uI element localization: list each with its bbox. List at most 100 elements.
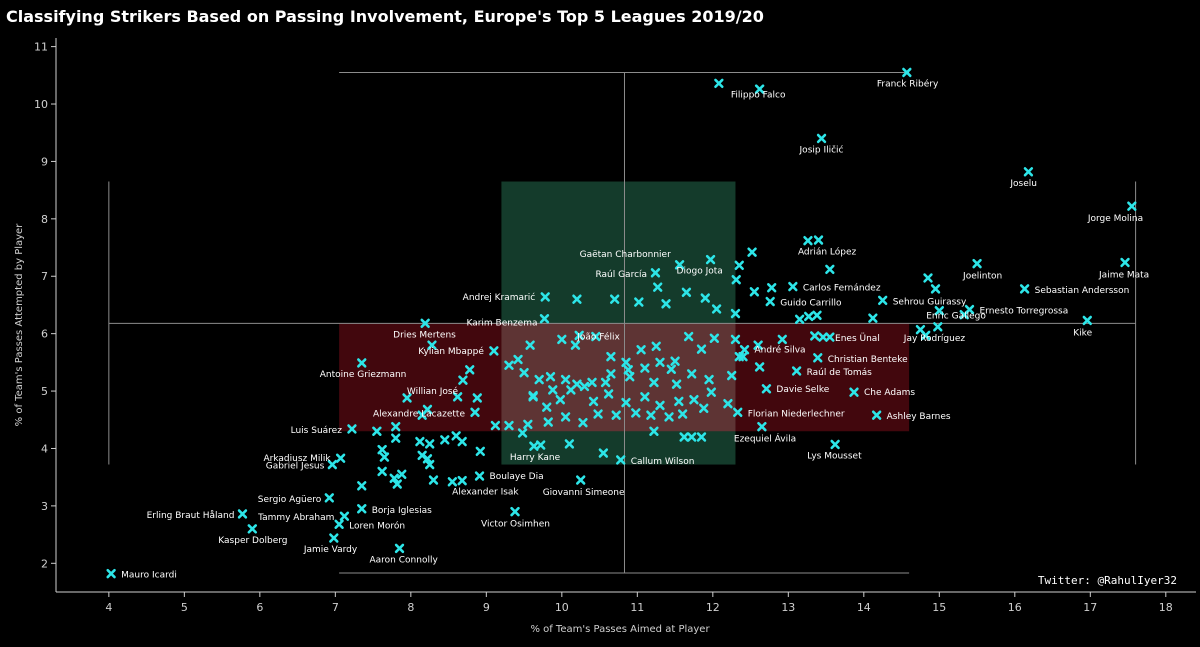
marker-stroke bbox=[474, 471, 485, 481]
marker-stroke bbox=[247, 524, 257, 534]
point-label: Diogo Jota bbox=[677, 267, 723, 277]
point-label: Gaëtan Charbonnier bbox=[580, 250, 672, 260]
marker-stroke bbox=[825, 332, 835, 342]
marker-stroke bbox=[357, 481, 367, 491]
marker-stroke bbox=[542, 402, 552, 412]
marker-stroke bbox=[670, 356, 680, 366]
y-tick-label: 6 bbox=[41, 328, 48, 341]
data-point bbox=[517, 428, 528, 438]
marker-stroke bbox=[818, 332, 828, 342]
marker-stroke bbox=[747, 247, 757, 257]
marker-stroke bbox=[391, 421, 401, 432]
marker-stroke bbox=[915, 324, 926, 335]
data-point bbox=[357, 481, 367, 491]
marker-stroke bbox=[377, 466, 387, 477]
marker-stroke bbox=[452, 392, 463, 402]
data-point bbox=[934, 305, 945, 316]
data-point bbox=[377, 466, 387, 477]
marker-stroke bbox=[671, 379, 682, 389]
data-point bbox=[696, 344, 707, 354]
data-point bbox=[813, 235, 824, 245]
data-point bbox=[711, 304, 722, 314]
data-point bbox=[674, 260, 685, 270]
data-point bbox=[754, 84, 765, 94]
marker-stroke bbox=[788, 281, 798, 292]
marker-stroke bbox=[636, 345, 646, 355]
marker-stroke bbox=[578, 417, 588, 428]
marker-stroke bbox=[458, 375, 468, 385]
point-label: Kike bbox=[1073, 328, 1092, 338]
data-point bbox=[634, 297, 644, 307]
marker-stroke bbox=[472, 393, 482, 403]
marker-stroke bbox=[921, 330, 931, 341]
marker-stroke bbox=[593, 409, 603, 419]
data-point bbox=[747, 247, 757, 257]
marker-stroke bbox=[686, 432, 697, 442]
data-point bbox=[372, 426, 382, 436]
marker-stroke bbox=[572, 294, 582, 304]
marker-stroke bbox=[465, 365, 475, 375]
data-point bbox=[730, 334, 741, 345]
point-label: João Félix bbox=[576, 331, 620, 342]
marker-stroke bbox=[804, 311, 814, 322]
data-point bbox=[666, 364, 676, 374]
data-point bbox=[923, 273, 933, 283]
point-label: Victor Osimhen bbox=[481, 520, 550, 530]
point-label: Florian Niederlechner bbox=[748, 409, 845, 419]
marker-stroke bbox=[664, 412, 674, 422]
marker-stroke bbox=[902, 67, 912, 78]
x-tick-label: 9 bbox=[483, 601, 490, 614]
x-axis-label: % of Team's Passes Aimed at Player bbox=[530, 624, 710, 635]
data-point bbox=[458, 375, 468, 385]
x-tick-label: 15 bbox=[932, 601, 946, 614]
y-tick-label: 8 bbox=[41, 213, 48, 226]
point-label: Giovanni Simeone bbox=[543, 488, 625, 498]
marker-stroke bbox=[347, 424, 357, 434]
data-point bbox=[655, 400, 665, 411]
marker-stroke bbox=[640, 392, 650, 402]
marker-stroke bbox=[730, 334, 741, 345]
marker-stroke bbox=[543, 417, 553, 427]
data-point bbox=[825, 332, 835, 342]
marker-stroke bbox=[655, 357, 665, 368]
x-tick-label: 16 bbox=[1008, 601, 1022, 614]
data-point bbox=[452, 392, 463, 402]
marker-stroke bbox=[700, 293, 710, 303]
marker-stroke bbox=[631, 408, 641, 418]
data-point bbox=[472, 393, 482, 403]
marker-stroke bbox=[696, 432, 707, 442]
point-label: Sebastian Andersson bbox=[1035, 286, 1130, 296]
data-point bbox=[489, 346, 499, 356]
data-point bbox=[621, 397, 631, 408]
data-point bbox=[730, 308, 741, 319]
marker-stroke bbox=[794, 314, 805, 325]
marker-stroke bbox=[699, 403, 709, 413]
point-label: Gabriel Jesus bbox=[266, 462, 325, 472]
data-point bbox=[579, 381, 590, 392]
data-point bbox=[513, 354, 523, 365]
marker-stroke bbox=[545, 372, 556, 382]
marker-stroke bbox=[674, 260, 685, 270]
x-tick-label: 14 bbox=[857, 601, 871, 614]
marker-stroke bbox=[609, 294, 620, 304]
data-point bbox=[1082, 315, 1092, 326]
marker-stroke bbox=[674, 396, 684, 407]
marker-stroke bbox=[517, 428, 528, 438]
marker-stroke bbox=[457, 436, 467, 447]
data-point bbox=[791, 366, 802, 376]
data-point bbox=[686, 432, 697, 442]
data-point bbox=[930, 284, 941, 294]
data-point bbox=[428, 475, 439, 485]
x-tick-label: 18 bbox=[1159, 601, 1173, 614]
marker-stroke bbox=[555, 394, 566, 405]
data-point bbox=[447, 477, 458, 487]
marker-stroke bbox=[653, 282, 663, 292]
marker-stroke bbox=[640, 363, 650, 373]
point-label: Mauro Icardi bbox=[121, 571, 177, 581]
data-point bbox=[392, 479, 402, 489]
marker-stroke bbox=[689, 394, 699, 405]
marker-stroke bbox=[415, 436, 425, 447]
data-point bbox=[830, 439, 840, 450]
data-point bbox=[470, 407, 480, 418]
data-point bbox=[681, 287, 692, 298]
